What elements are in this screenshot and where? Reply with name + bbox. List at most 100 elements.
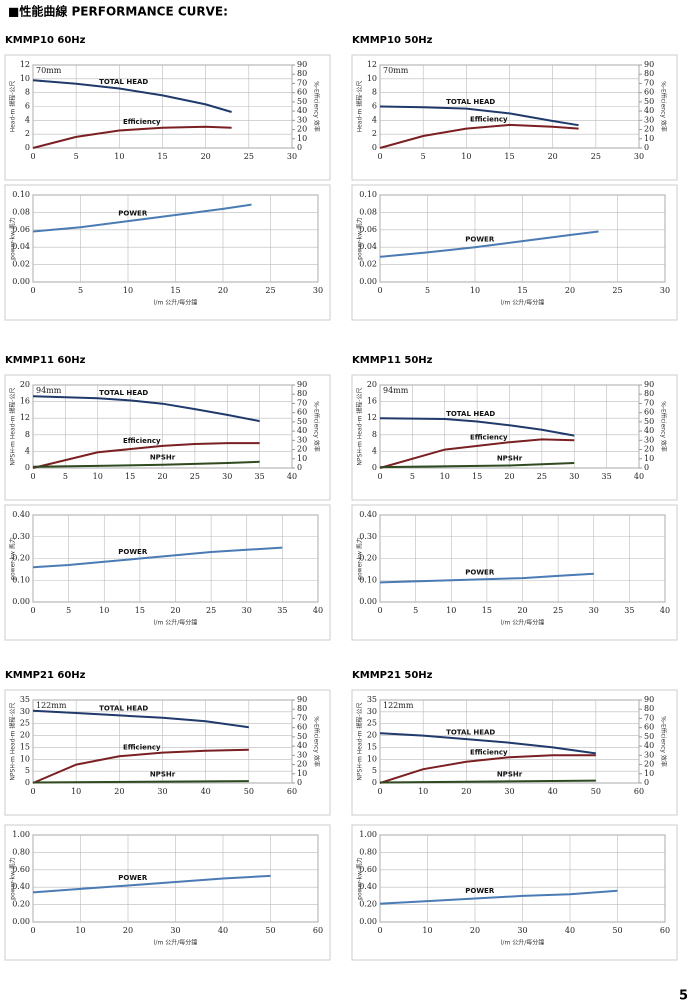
y-tick-label: 2 bbox=[25, 129, 30, 138]
x-axis-label: l/m 公升/每分鐘 bbox=[154, 939, 197, 947]
x-tick-label: 25 bbox=[537, 472, 547, 481]
x-tick-label: 30 bbox=[634, 152, 644, 161]
series-line bbox=[32, 125, 232, 149]
x-tick-label: 10 bbox=[93, 472, 103, 481]
x-tick-label: 30 bbox=[517, 926, 527, 935]
y2-tick-label: 50 bbox=[297, 732, 307, 741]
y2-axis-label: %-Efficiency 效率 bbox=[660, 401, 668, 452]
x-tick-label: 30 bbox=[157, 787, 167, 796]
series-line bbox=[379, 732, 596, 755]
y2-tick-label: 60 bbox=[644, 88, 654, 97]
x-tick-label: 5 bbox=[74, 152, 79, 161]
y-tick-label: 0.00 bbox=[359, 277, 377, 286]
series-label: NPSHr bbox=[150, 454, 176, 462]
x-tick-label: 30 bbox=[660, 286, 670, 295]
y-axis-label: power-kw 馬力 bbox=[9, 537, 17, 580]
x-tick-label: 15 bbox=[482, 606, 492, 615]
x-tick-label: 0 bbox=[30, 787, 35, 796]
y2-tick-label: 50 bbox=[644, 97, 654, 106]
series-label: POWER bbox=[465, 568, 495, 576]
x-tick-label: 60 bbox=[313, 926, 323, 935]
y2-tick-label: 90 bbox=[644, 380, 654, 389]
series-line bbox=[379, 779, 596, 784]
y2-tick-label: 90 bbox=[297, 695, 307, 704]
x-tick-label: 50 bbox=[244, 787, 254, 796]
series-label: TOTAL HEAD bbox=[446, 410, 495, 418]
y2-tick-label: 40 bbox=[297, 106, 307, 115]
y-axis-label: NPSH-m Head-m 揚程-公尺 bbox=[356, 387, 364, 465]
y-tick-label: 8 bbox=[25, 430, 30, 439]
y-tick-label: 0 bbox=[372, 778, 377, 787]
series-line bbox=[32, 748, 249, 784]
y2-tick-label: 20 bbox=[297, 125, 307, 134]
series-line bbox=[379, 105, 579, 127]
y2-tick-label: 0 bbox=[297, 463, 302, 472]
y-tick-label: 0.20 bbox=[12, 554, 30, 563]
y2-tick-label: 80 bbox=[644, 704, 654, 713]
y-axis-label: power-kw 馬力 bbox=[356, 217, 364, 260]
chart-frame bbox=[351, 184, 678, 321]
y-tick-label: 0.40 bbox=[359, 882, 377, 891]
y2-tick-label: 30 bbox=[297, 115, 307, 124]
chart-frame bbox=[351, 689, 678, 816]
y2-tick-label: 50 bbox=[297, 97, 307, 106]
y2-tick-label: 90 bbox=[297, 380, 307, 389]
y-tick-label: 0.10 bbox=[359, 190, 377, 199]
series-line bbox=[32, 780, 249, 784]
y-tick-label: 15 bbox=[367, 742, 377, 751]
annotation: 94mm bbox=[383, 386, 409, 395]
y-tick-label: 0.00 bbox=[359, 917, 377, 926]
y2-tick-label: 70 bbox=[644, 398, 654, 407]
x-tick-label: 25 bbox=[190, 472, 200, 481]
x-tick-label: 40 bbox=[565, 926, 575, 935]
y-tick-label: 12 bbox=[367, 60, 377, 69]
y-tick-label: 0.40 bbox=[12, 510, 30, 519]
y2-tick-label: 80 bbox=[644, 69, 654, 78]
y2-tick-label: 30 bbox=[297, 435, 307, 444]
y2-tick-label: 90 bbox=[644, 695, 654, 704]
x-tick-label: 60 bbox=[634, 787, 644, 796]
series-line bbox=[32, 442, 260, 469]
series-line bbox=[379, 417, 575, 437]
y2-axis-label: %-Efficiency 效率 bbox=[313, 81, 321, 132]
series-line bbox=[379, 572, 594, 584]
y2-tick-label: 40 bbox=[297, 741, 307, 750]
x-tick-label: 25 bbox=[244, 152, 254, 161]
y2-tick-label: 40 bbox=[644, 426, 654, 435]
y2-tick-label: 50 bbox=[644, 417, 654, 426]
y-tick-label: 4 bbox=[25, 115, 30, 124]
y-axis-label: Head-m 揚程-公尺 bbox=[9, 81, 17, 133]
x-tick-label: 20 bbox=[565, 286, 575, 295]
y2-tick-label: 10 bbox=[644, 134, 654, 143]
series-line bbox=[379, 438, 575, 469]
x-tick-label: 10 bbox=[418, 787, 428, 796]
y-tick-label: 12 bbox=[367, 413, 377, 422]
x-tick-label: 10 bbox=[71, 787, 81, 796]
y-tick-label: 0.00 bbox=[12, 597, 30, 606]
x-tick-label: 15 bbox=[135, 606, 145, 615]
x-tick-label: 10 bbox=[470, 286, 480, 295]
y2-tick-label: 80 bbox=[644, 389, 654, 398]
y2-tick-label: 0 bbox=[297, 778, 302, 787]
y-tick-label: 20 bbox=[20, 731, 30, 740]
chart-frame bbox=[4, 374, 331, 501]
chart-title: KMMP11 50Hz bbox=[352, 355, 433, 366]
x-tick-label: 60 bbox=[287, 787, 297, 796]
series-label: TOTAL HEAD bbox=[99, 389, 148, 397]
y2-tick-label: 10 bbox=[297, 769, 307, 778]
y2-tick-label: 10 bbox=[644, 769, 654, 778]
y-tick-label: 5 bbox=[25, 766, 30, 775]
x-tick-label: 0 bbox=[30, 286, 35, 295]
y-tick-label: 4 bbox=[25, 446, 30, 455]
series-line bbox=[32, 460, 260, 468]
x-tick-label: 15 bbox=[472, 472, 482, 481]
x-tick-label: 5 bbox=[410, 472, 415, 481]
x-tick-label: 0 bbox=[30, 606, 35, 615]
y-axis-label: power-kw 馬力 bbox=[9, 217, 17, 260]
x-tick-label: 20 bbox=[123, 926, 133, 935]
x-tick-label: 50 bbox=[612, 926, 622, 935]
x-tick-label: 10 bbox=[114, 152, 124, 161]
x-tick-label: 5 bbox=[63, 472, 68, 481]
y2-tick-label: 70 bbox=[297, 713, 307, 722]
y-tick-label: 1.00 bbox=[12, 830, 30, 839]
